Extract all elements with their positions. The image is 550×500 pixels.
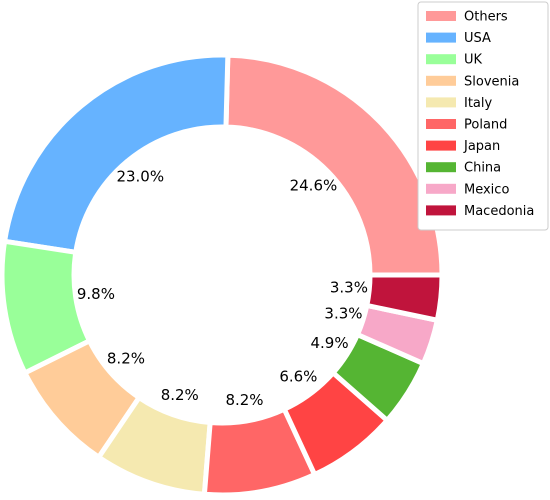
value-label: 8.2%: [225, 391, 263, 409]
legend-swatch: [426, 140, 456, 151]
legend-swatch: [426, 54, 456, 65]
legend-label: Macedonia: [464, 204, 534, 219]
legend-label: China: [464, 161, 501, 176]
legend-label: UK: [464, 53, 483, 68]
value-label: 23.0%: [116, 168, 164, 186]
donut-wedge: [1, 52, 231, 256]
legend-swatch: [426, 32, 456, 43]
legend: Others USA UK Slovenia Italy Poland Japan China…: [417, 1, 549, 231]
legend-swatch: [426, 119, 456, 129]
value-label: 8.2%: [161, 386, 199, 404]
legend-swatch: [426, 183, 456, 194]
legend-swatch: [426, 162, 456, 173]
value-label: 24.6%: [290, 176, 338, 194]
donut-wedge: [363, 272, 445, 324]
value-label: 4.9%: [311, 334, 349, 352]
legend-swatch: [426, 75, 456, 86]
donut-wedge: [223, 52, 445, 278]
legend-swatch: [426, 205, 456, 216]
legend-label: Poland: [464, 118, 507, 133]
legend-label: Others: [464, 10, 508, 25]
value-label: 6.6%: [279, 368, 317, 386]
value-label: 3.3%: [330, 279, 368, 297]
legend-label: Japan: [463, 139, 500, 154]
legend-label: Slovenia: [464, 74, 519, 89]
value-label: 3.3%: [324, 305, 362, 323]
legend-label: Mexico: [464, 182, 509, 197]
legend-swatch: [426, 97, 456, 108]
legend-label: USA: [464, 31, 491, 46]
value-label: 8.2%: [107, 350, 145, 368]
legend-label: Italy: [464, 96, 493, 111]
value-label: 9.8%: [77, 285, 115, 303]
legend-swatch: [426, 11, 456, 21]
